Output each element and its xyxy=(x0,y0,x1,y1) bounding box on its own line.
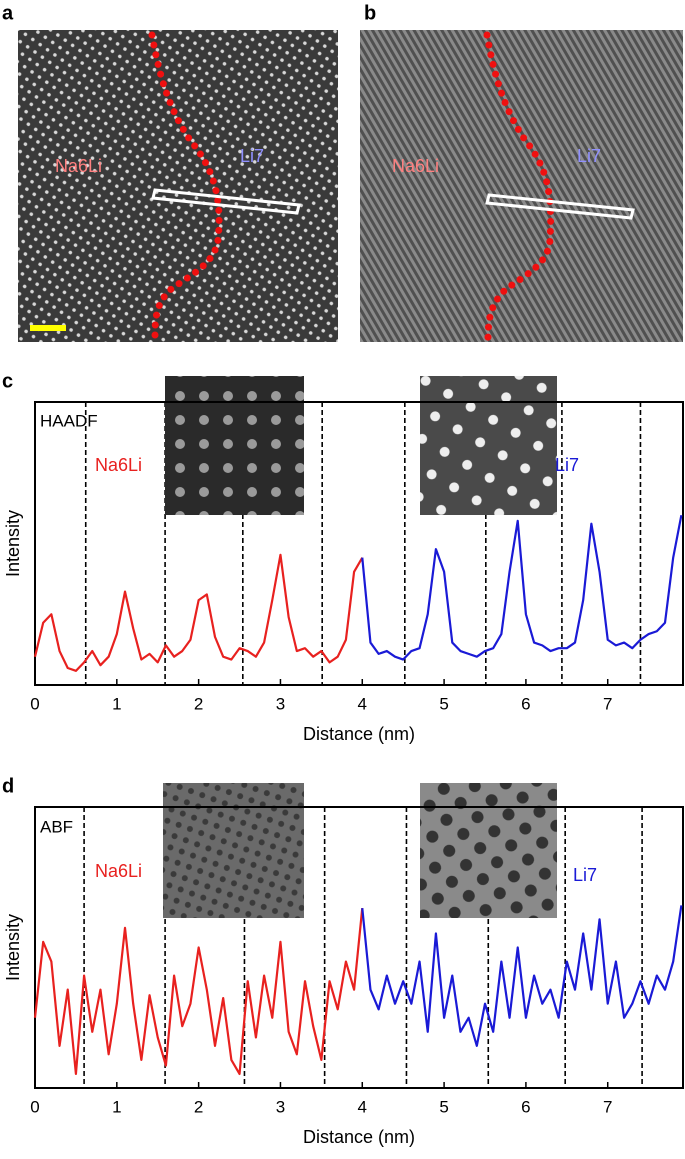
phase-label: Li7 xyxy=(577,146,601,166)
x-tick-label: 2 xyxy=(194,1097,203,1116)
x-tick-label: 6 xyxy=(521,1097,530,1116)
profile-line xyxy=(361,905,683,1047)
x-tick-label: 5 xyxy=(439,694,448,713)
micrograph xyxy=(18,30,338,342)
inset-image xyxy=(165,376,304,515)
phase-label: Li7 xyxy=(240,146,264,166)
x-tick-label: 0 xyxy=(30,1097,39,1116)
annotation: HAADF xyxy=(40,411,98,430)
profile-box xyxy=(151,188,301,215)
profile-box xyxy=(485,193,635,220)
panel-label: c xyxy=(2,370,13,392)
x-tick-label: 5 xyxy=(439,1097,448,1116)
x-axis-label: Distance (nm) xyxy=(303,724,415,744)
panel-label: b xyxy=(364,2,376,24)
x-axis-label: Distance (nm) xyxy=(303,1127,415,1147)
series-label: Li7 xyxy=(555,455,579,475)
boundary xyxy=(148,31,223,344)
plot-frame xyxy=(34,806,684,1089)
plot-frame xyxy=(34,401,684,686)
inset-image xyxy=(163,783,304,918)
boundary xyxy=(483,31,555,344)
y-axis-label: Intensity xyxy=(3,510,23,577)
x-tick-label: 1 xyxy=(112,1097,121,1116)
inset-image xyxy=(420,376,557,515)
series-label: Na6Li xyxy=(95,861,142,881)
y-axis-label: Intensity xyxy=(3,914,23,981)
scale-bar xyxy=(30,325,66,331)
x-tick-label: 3 xyxy=(276,694,285,713)
x-tick-label: 4 xyxy=(358,694,367,713)
series-label: Na6Li xyxy=(95,455,142,475)
x-tick-label: 1 xyxy=(112,694,121,713)
panel-label: a xyxy=(2,2,14,24)
annotation: ABF xyxy=(40,817,73,836)
x-tick-label: 4 xyxy=(358,1097,367,1116)
profile-line xyxy=(33,908,364,1076)
inset-image xyxy=(420,783,557,918)
x-tick-label: 7 xyxy=(603,1097,612,1116)
x-tick-label: 3 xyxy=(276,1097,285,1116)
micrograph xyxy=(360,30,683,342)
x-tick-label: 0 xyxy=(30,694,39,713)
series-label: Li7 xyxy=(573,865,597,885)
phase-label: Na6Li xyxy=(55,156,102,176)
phase-label: Na6Li xyxy=(392,156,439,176)
profile-line xyxy=(361,514,683,661)
x-tick-label: 7 xyxy=(603,694,612,713)
profile-line xyxy=(33,553,364,672)
panel-label: d xyxy=(2,775,14,797)
x-tick-label: 2 xyxy=(194,694,203,713)
x-tick-label: 6 xyxy=(521,694,530,713)
